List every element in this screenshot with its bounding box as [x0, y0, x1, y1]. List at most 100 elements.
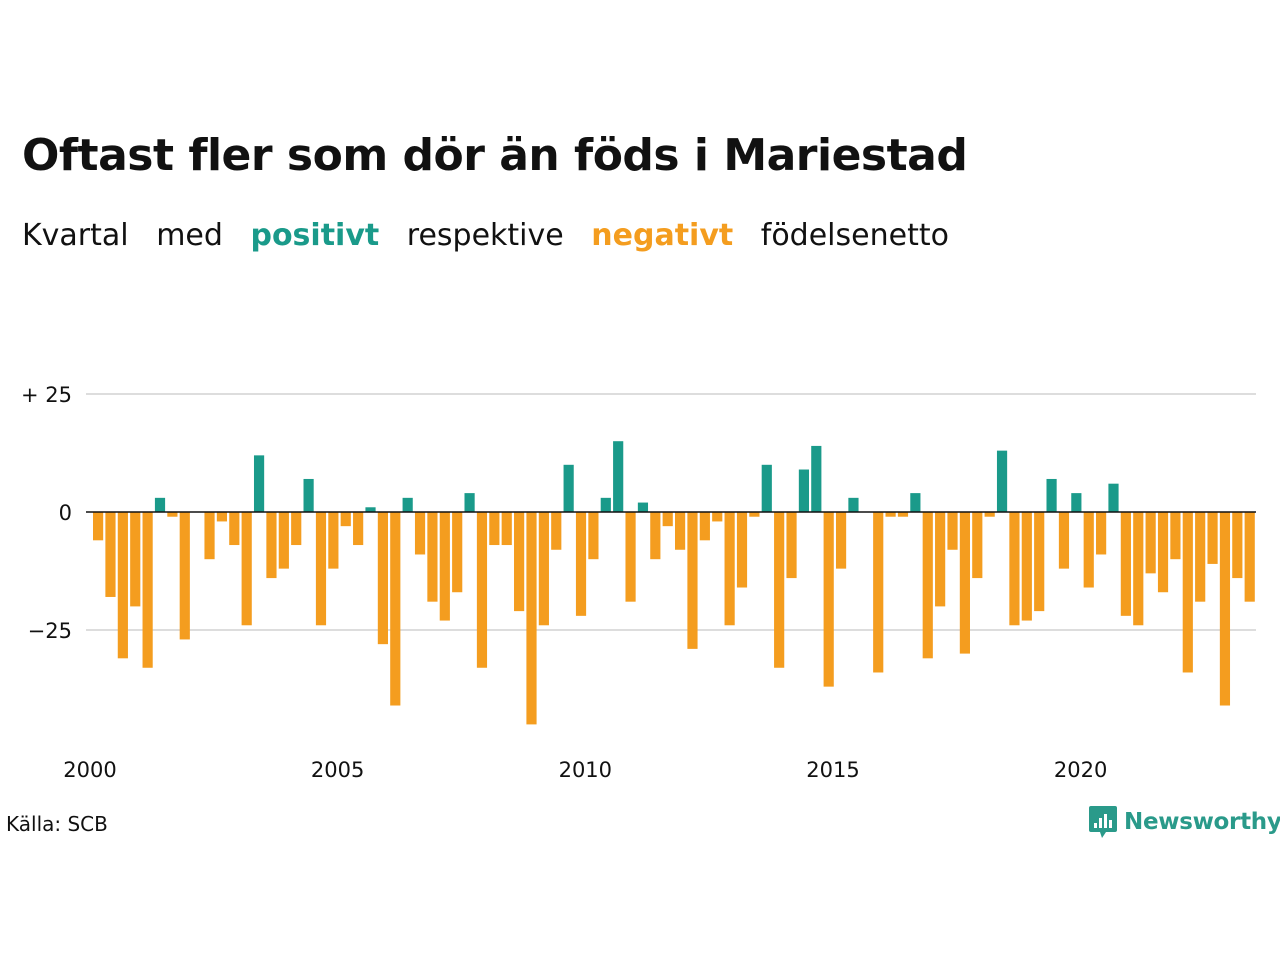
bar [761, 464, 772, 512]
bar [117, 512, 128, 659]
subtitle-positive-label: positivt [250, 218, 380, 253]
bar [93, 512, 104, 541]
bar [501, 512, 512, 546]
bar [365, 507, 376, 512]
bar [1232, 512, 1243, 579]
bar [464, 493, 475, 512]
bar [402, 497, 413, 512]
bar [972, 512, 983, 579]
bar [353, 512, 364, 546]
bar [1058, 512, 1070, 569]
subtitle-word: Kvartal [22, 218, 129, 253]
bar [551, 512, 562, 550]
bar [1133, 512, 1144, 626]
bar [662, 512, 673, 527]
y-tick-label: + 25 [21, 383, 72, 407]
bar [1157, 512, 1169, 593]
bar [996, 450, 1008, 512]
bar [848, 497, 859, 512]
subtitle-word: födelsenetto [760, 218, 949, 253]
bar [452, 512, 463, 593]
source-label: Källa: SCB [6, 812, 108, 836]
bar [675, 512, 686, 550]
bar [798, 469, 810, 512]
bar-chart: + 25 0 −25 2000 2005 2010 2015 2020 [21, 383, 1256, 782]
bar [278, 512, 289, 569]
y-tick-label: 0 [59, 501, 72, 525]
bar [216, 512, 228, 522]
bar [749, 512, 760, 517]
bar [650, 512, 661, 560]
bar [724, 512, 735, 626]
bar [538, 512, 549, 626]
bar [1034, 512, 1045, 612]
bar [427, 512, 438, 602]
bar [873, 512, 884, 673]
bar [600, 497, 611, 512]
chart-subtitle: Kvartal med positivt respektive negativt… [22, 218, 967, 253]
bar [699, 512, 710, 541]
bar [526, 512, 537, 725]
bar [291, 512, 302, 546]
bar [105, 512, 116, 597]
bar [1145, 512, 1156, 574]
bar [1108, 483, 1119, 512]
bar [563, 464, 574, 512]
bar [1195, 512, 1206, 602]
bar [1083, 512, 1094, 588]
bar [1096, 512, 1107, 555]
bar [935, 512, 946, 607]
bar [1120, 512, 1131, 616]
bar [390, 512, 401, 706]
subtitle-word: med [156, 218, 223, 253]
bar [154, 497, 166, 512]
bar [835, 512, 847, 569]
y-tick-label: −25 [28, 619, 72, 643]
bar [687, 512, 698, 649]
newsworthy-logo-icon [1089, 806, 1117, 838]
bar [514, 512, 525, 612]
subtitle-word: respektive [406, 218, 564, 253]
bar [613, 441, 624, 512]
bar [167, 512, 178, 517]
brand-logo: Newsworthy [1088, 804, 1280, 840]
x-tick-label: 2000 [63, 758, 116, 782]
bar [1009, 512, 1020, 626]
bar [253, 455, 265, 512]
bar [774, 512, 785, 668]
bar [885, 512, 896, 517]
bar [947, 512, 958, 550]
bar [1046, 478, 1057, 512]
bar [959, 512, 970, 654]
bar [922, 512, 933, 659]
bar [823, 512, 834, 687]
bar [575, 512, 587, 616]
bar [811, 445, 822, 512]
bar [377, 512, 388, 645]
bar [204, 512, 215, 560]
subtitle-negative-label: negativt [591, 218, 734, 253]
bar [1182, 512, 1193, 673]
bar [1170, 512, 1181, 560]
bar [130, 512, 141, 607]
bar [303, 478, 314, 512]
bar [229, 512, 240, 546]
bar [489, 512, 500, 546]
bar [241, 512, 252, 626]
bar [637, 502, 649, 512]
bar [1071, 493, 1082, 512]
bar [910, 493, 921, 512]
bar [712, 512, 723, 522]
bar [897, 512, 909, 517]
bar [1219, 512, 1231, 706]
bar [476, 512, 488, 668]
bar [315, 512, 327, 626]
bar [588, 512, 599, 560]
bar [266, 512, 277, 579]
bar [179, 512, 190, 640]
bar [439, 512, 450, 621]
bar [984, 512, 995, 517]
chart-title: Oftast fler som dör än föds i Mariestad [22, 130, 968, 181]
bar [328, 512, 339, 569]
x-tick-label: 2020 [1054, 758, 1107, 782]
